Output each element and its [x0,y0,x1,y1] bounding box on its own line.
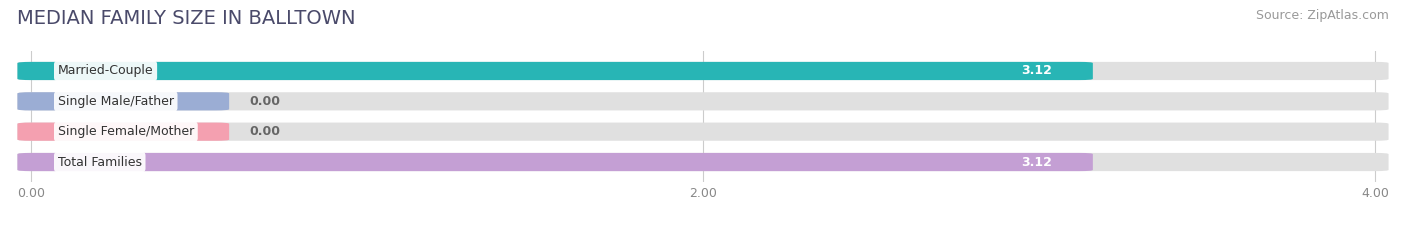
Text: Total Families: Total Families [58,155,142,168]
Text: MEDIAN FAMILY SIZE IN BALLTOWN: MEDIAN FAMILY SIZE IN BALLTOWN [17,9,356,28]
Text: 3.12: 3.12 [1022,65,1053,78]
Text: Married-Couple: Married-Couple [58,65,153,78]
FancyBboxPatch shape [17,62,1092,80]
FancyBboxPatch shape [17,123,1389,141]
FancyBboxPatch shape [17,92,229,110]
Text: Single Male/Father: Single Male/Father [58,95,174,108]
FancyBboxPatch shape [17,153,1389,171]
Text: 0.00: 0.00 [249,125,280,138]
FancyBboxPatch shape [17,123,229,141]
Text: 0.00: 0.00 [249,95,280,108]
Text: Source: ZipAtlas.com: Source: ZipAtlas.com [1256,9,1389,22]
Text: 3.12: 3.12 [1022,155,1053,168]
FancyBboxPatch shape [17,92,1389,110]
FancyBboxPatch shape [17,153,1092,171]
FancyBboxPatch shape [17,62,1389,80]
Text: Single Female/Mother: Single Female/Mother [58,125,194,138]
